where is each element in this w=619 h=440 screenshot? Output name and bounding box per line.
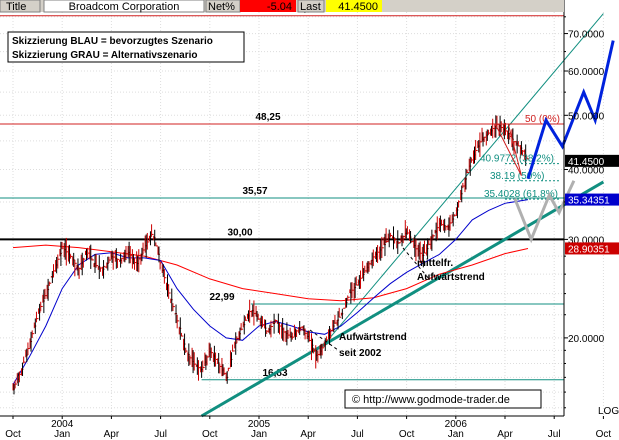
price-badge-label: 28.90351	[568, 244, 610, 255]
header-bar: Title Broadcom Corporation Net% -5.04 Last 41…	[0, 0, 564, 13]
x-tick-label: Jan	[54, 429, 70, 440]
legend-line-2: Skizzierung GRAU = Alternativszenario	[12, 50, 198, 61]
y-tick-label: 70.0000	[568, 30, 605, 41]
title-cell	[0, 0, 41, 13]
x-tick-label: Jul	[154, 429, 167, 440]
watermark-text: © http://www.godmode-trader.de	[352, 394, 510, 406]
trendlines	[200, 13, 605, 418]
last-label: Last	[300, 1, 321, 13]
title-label: Title	[6, 1, 26, 13]
watermark-frame	[344, 389, 542, 409]
price-badge-label: 35.34351	[568, 196, 610, 207]
x-tick-label: Jul	[351, 429, 364, 440]
fib-triangle	[494, 123, 522, 176]
annotation-text: seit 2002	[339, 348, 382, 359]
legend-box: Skizzierung BLAU = bevorzugtes Szenario S…	[7, 31, 245, 63]
y-tick-label: 40.0000	[568, 166, 605, 177]
y-tick-label: 50.0000	[568, 111, 605, 122]
ma-long-line	[12, 244, 529, 302]
change-value-cell	[240, 0, 296, 12]
x-tick-label: Apr	[104, 429, 120, 440]
y-tick-label: 20.0000	[568, 334, 605, 345]
last-value-cell	[326, 0, 382, 12]
fib-label: 50 (0%)	[525, 114, 560, 125]
annotation-text: Aufwärtstrend	[417, 272, 485, 283]
blue-scenario-line	[526, 40, 615, 180]
level-label: 30,00	[227, 227, 252, 238]
last-label-cell	[297, 0, 325, 13]
x-tick-label: Oct	[399, 429, 415, 440]
level-label: 35,57	[242, 186, 267, 197]
x-tick-label: Oct	[5, 429, 21, 440]
legend-frame	[7, 31, 245, 63]
x-tick-label: Jul	[548, 429, 561, 440]
price-badge	[565, 242, 619, 255]
x-year-label: 2005	[248, 419, 271, 430]
annotation-text: mittelfr.	[417, 258, 453, 269]
price-badge-label: 41.4500	[568, 157, 605, 168]
annotation-text: Aufwärtstrend	[339, 332, 407, 343]
x-tick-label: Jan	[448, 429, 464, 440]
legend-line-1: Skizzierung BLAU = bevorzugtes Szenario	[12, 36, 213, 47]
ma-short-line	[12, 199, 529, 385]
x-tick-label: Oct	[596, 429, 612, 440]
annotation-leader	[402, 247, 431, 281]
x-tick-label: Apr	[497, 429, 513, 440]
fib-label: 35.4028 (61.8%)	[484, 189, 558, 200]
annotations: mittelfr. Aufwärtstrend Aufwärtstrend seit …	[309, 247, 485, 359]
instrument-cell	[43, 0, 205, 13]
moving-averages	[12, 199, 529, 385]
last-value: 41.4500	[338, 1, 378, 13]
price-bars	[12, 115, 529, 395]
change-label: Net%	[208, 1, 235, 13]
trendline	[324, 13, 604, 345]
right-badges: 41.4500 35.34351 28.90351	[565, 154, 619, 255]
instrument-name: Broadcom Corporation	[69, 1, 180, 13]
change-value: -5.04	[267, 1, 292, 13]
trendline	[200, 180, 605, 418]
y-tick-label: 60.0000	[568, 67, 605, 78]
price-badge	[565, 193, 619, 206]
watermark-box: © http://www.godmode-trader.de	[344, 389, 542, 409]
y-tick-label: 30.0000	[568, 235, 605, 246]
level-label: 48,25	[255, 112, 280, 123]
fib-label: 38.19 (50%)	[490, 171, 544, 182]
x-year-label: 2004	[51, 419, 74, 430]
scale-label: LOG	[598, 406, 619, 417]
x-tick-label: Apr	[300, 429, 316, 440]
price-badge	[565, 154, 619, 167]
level-label: 22,99	[209, 292, 234, 303]
x-tick-label: Jan	[251, 429, 267, 440]
x-year-label: 2006	[445, 419, 468, 430]
grid-lines	[0, 12, 604, 416]
x-tick-label: Oct	[202, 429, 218, 440]
